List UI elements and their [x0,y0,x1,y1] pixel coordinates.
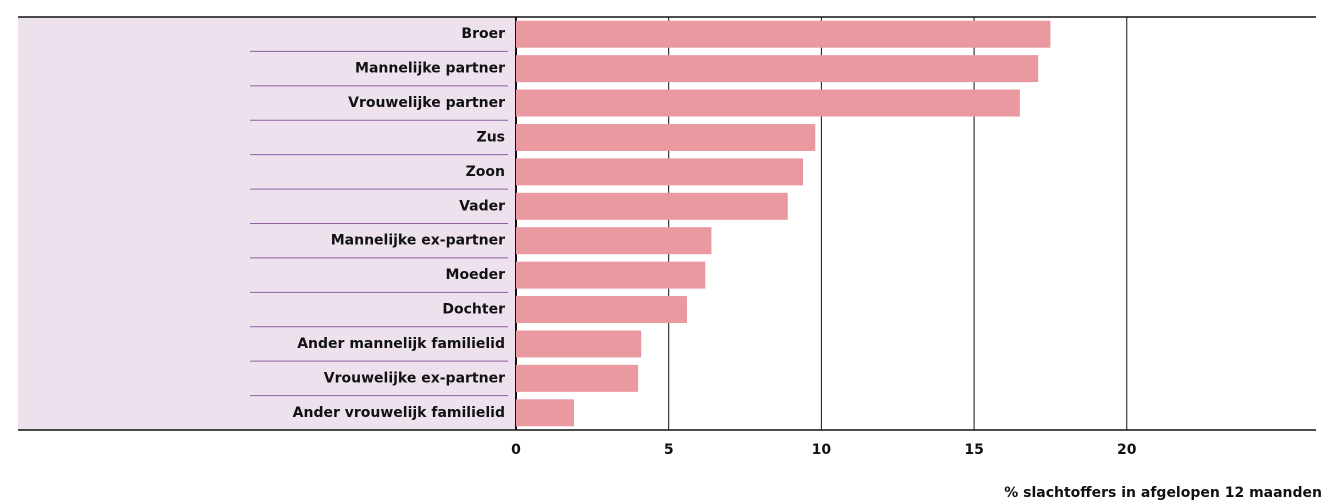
x-tick-label: 0 [511,442,521,458]
y-tick-label: Mannelijke partner [355,61,505,77]
bar [516,158,804,186]
x-tick-label: 15 [964,442,983,458]
bar [516,192,788,220]
y-tick-label: Moeder [446,267,506,283]
y-tick-label: Mannelijke ex-partner [331,233,505,249]
y-tick-label: Broer [461,26,505,42]
bar [516,89,1020,117]
bar [516,20,1051,48]
y-tick-label: Vrouwelijke ex-partner [324,370,505,386]
x-tick-label: 20 [1117,442,1137,458]
y-tick-label: Dochter [442,302,505,318]
x-tick-label: 5 [664,442,674,458]
y-tick-label: Ander mannelijk familielid [297,336,505,352]
bar [516,261,706,289]
y-tick-label: Zoon [466,164,505,180]
y-tick-label: Vrouwelijke partner [348,95,505,111]
bar [516,123,816,151]
bar [516,364,639,392]
bar [516,55,1039,83]
x-axis-label: % slachtoffers in afgelopen 12 maanden [1004,485,1322,501]
bar [516,399,575,427]
bar [516,296,688,324]
bar [516,330,642,358]
y-tick-label: Zus [477,129,505,145]
bar [516,227,712,255]
y-tick-label: Ander vrouwelijk familielid [293,405,505,421]
y-tick-label: Vader [459,198,505,214]
x-tick-label: 10 [812,442,832,458]
